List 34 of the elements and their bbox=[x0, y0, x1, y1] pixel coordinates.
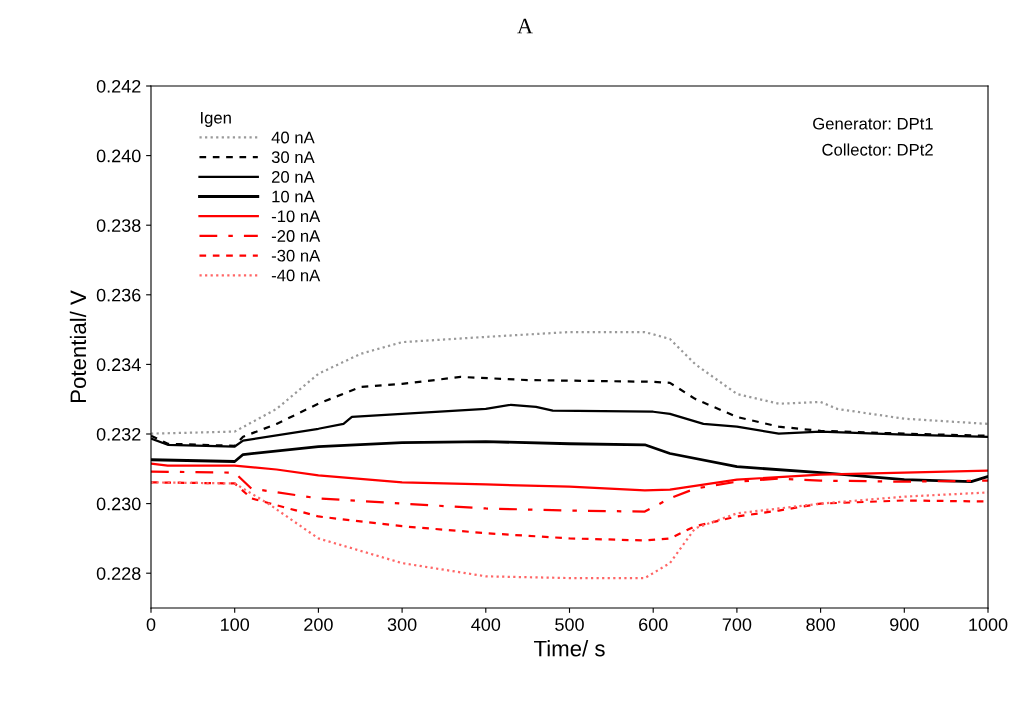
legend-label: -20 nA bbox=[271, 230, 321, 242]
y-tick-label: 0.234 bbox=[96, 358, 141, 372]
x-tick-label: 800 bbox=[806, 618, 835, 631]
x-tick-label: 1000 bbox=[969, 618, 1008, 631]
legend-label: -10 nA bbox=[271, 210, 321, 223]
legend-label: -40 nA bbox=[271, 269, 321, 282]
legend-label: -30 nA bbox=[271, 249, 321, 262]
legend-label: 10 nA bbox=[272, 190, 315, 203]
chart-title: A bbox=[517, 18, 533, 34]
y-tick-label: 0.242 bbox=[96, 79, 141, 93]
y-tick-label: 0.236 bbox=[96, 288, 141, 302]
y-tick-label: 0.232 bbox=[96, 427, 141, 441]
y-axis-title: Potential/ V bbox=[69, 290, 87, 402]
legend-label: 30 nA bbox=[271, 151, 315, 164]
annotation: Generator: DPt1 bbox=[813, 117, 933, 130]
y-tick-label: 0.228 bbox=[96, 567, 141, 580]
x-tick-label: 0 bbox=[146, 618, 156, 631]
annotation: Collector: DPt2 bbox=[822, 143, 933, 156]
x-tick-label: 900 bbox=[890, 618, 919, 631]
x-tick-label: 400 bbox=[471, 618, 501, 631]
y-tick-label: 0.240 bbox=[96, 149, 141, 163]
y-tick-label: 0.238 bbox=[96, 219, 141, 232]
x-tick-label: 500 bbox=[555, 618, 584, 631]
x-tick-label: 100 bbox=[221, 618, 250, 631]
x-tick-label: 200 bbox=[304, 618, 333, 631]
legend-label: 40 nA bbox=[271, 131, 315, 144]
x-tick-label: 300 bbox=[387, 618, 417, 631]
x-tick-label: 600 bbox=[639, 618, 668, 631]
legend-label: 20 nA bbox=[271, 170, 315, 183]
legend-title: Igen bbox=[201, 112, 231, 127]
x-tick-label: 700 bbox=[722, 618, 752, 631]
x-axis-title: Time/ s bbox=[534, 640, 605, 657]
line-series bbox=[151, 330, 988, 435]
y-tick-label: 0.230 bbox=[96, 497, 141, 511]
